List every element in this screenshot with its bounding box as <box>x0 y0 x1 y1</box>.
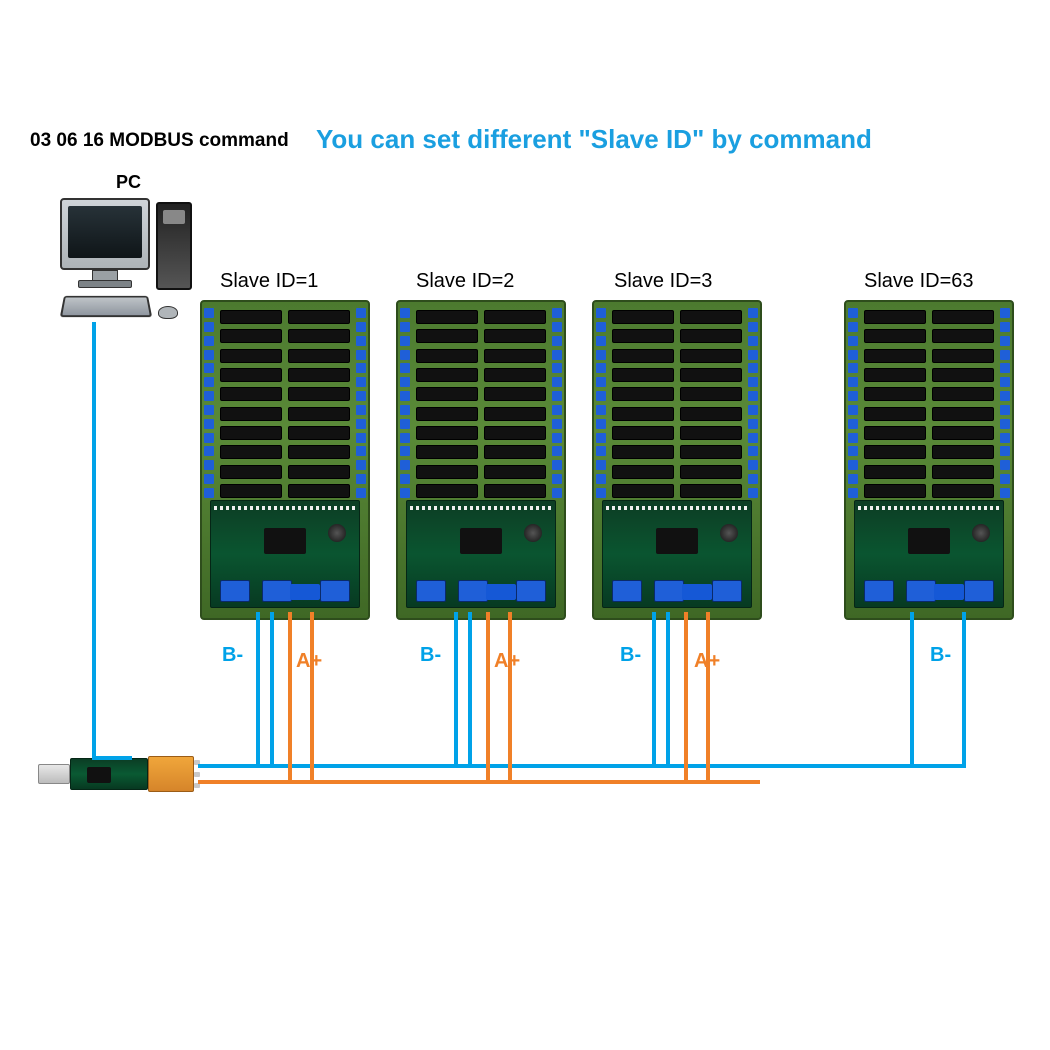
drop-a2-2 <box>508 612 512 784</box>
relay-board-2 <box>396 300 566 620</box>
b-minus-label-1: B- <box>222 644 243 667</box>
drop-a1-1 <box>288 612 292 784</box>
drop-a2-1 <box>310 612 314 784</box>
drop-b2-1 <box>270 612 274 768</box>
drop-b1-4 <box>962 612 966 768</box>
title-slave-id: You can set different "Slave ID" by comm… <box>316 124 872 155</box>
drop-b1-2 <box>454 612 458 768</box>
drop-b2-3 <box>666 612 670 768</box>
drop-b2-2 <box>468 612 472 768</box>
bus-trunk-a <box>198 780 760 784</box>
pc-label: PC <box>116 172 141 193</box>
slave-id-label-3: Slave ID=3 <box>614 270 712 293</box>
b-minus-label-3: B- <box>620 644 641 667</box>
b-minus-label-4: B- <box>930 644 951 667</box>
drop-b2-4 <box>910 612 914 768</box>
drop-b1-3 <box>652 612 656 768</box>
slave-id-label-4: Slave ID=63 <box>864 270 974 293</box>
drop-a2-3 <box>706 612 710 784</box>
pc-computer-icon <box>60 198 200 328</box>
a-plus-label-2: A+ <box>494 650 520 673</box>
bus-pc-drop <box>92 322 96 756</box>
relay-board-4 <box>844 300 1014 620</box>
a-plus-label-3: A+ <box>694 650 720 673</box>
slave-id-label-1: Slave ID=1 <box>220 270 318 293</box>
drop-b1-1 <box>256 612 260 768</box>
relay-board-1 <box>200 300 370 620</box>
drop-a1-2 <box>486 612 490 784</box>
slave-id-label-2: Slave ID=2 <box>416 270 514 293</box>
title-modbus: 03 06 16 MODBUS command <box>30 130 289 152</box>
bus-pc-to-adapter <box>92 756 132 760</box>
b-minus-label-2: B- <box>420 644 441 667</box>
drop-a1-3 <box>684 612 688 784</box>
relay-board-3 <box>592 300 762 620</box>
a-plus-label-1: A+ <box>296 650 322 673</box>
